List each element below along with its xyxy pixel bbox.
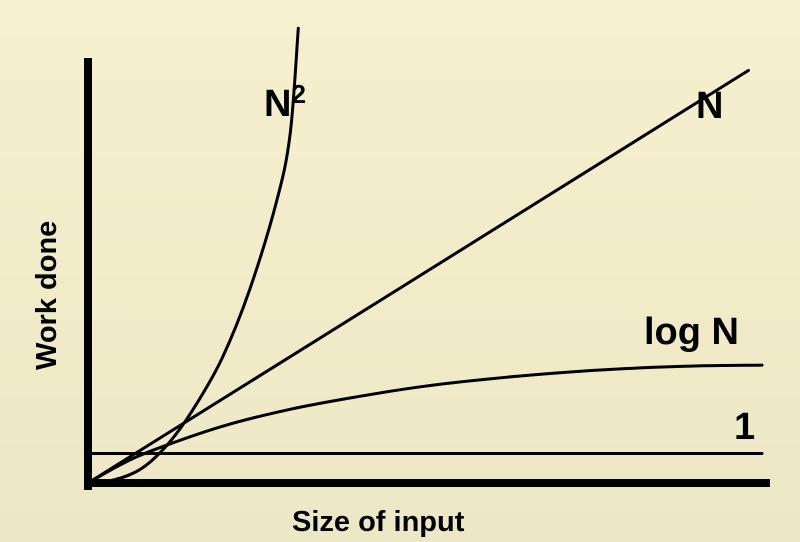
series-line-log-n <box>86 363 764 485</box>
series-label-constant: 1 <box>734 406 755 448</box>
series-line-n-squared <box>86 26 300 485</box>
series-label-n-squared-sup: 2 <box>291 79 305 109</box>
y-axis-title: Work done <box>31 221 63 370</box>
x-axis-title: Size of input <box>292 506 465 538</box>
series-label-n-squared: N2 <box>264 79 306 125</box>
series-label-n: N <box>696 85 723 127</box>
series-label-log-n: log N <box>644 311 739 353</box>
series-line-n <box>86 68 750 485</box>
